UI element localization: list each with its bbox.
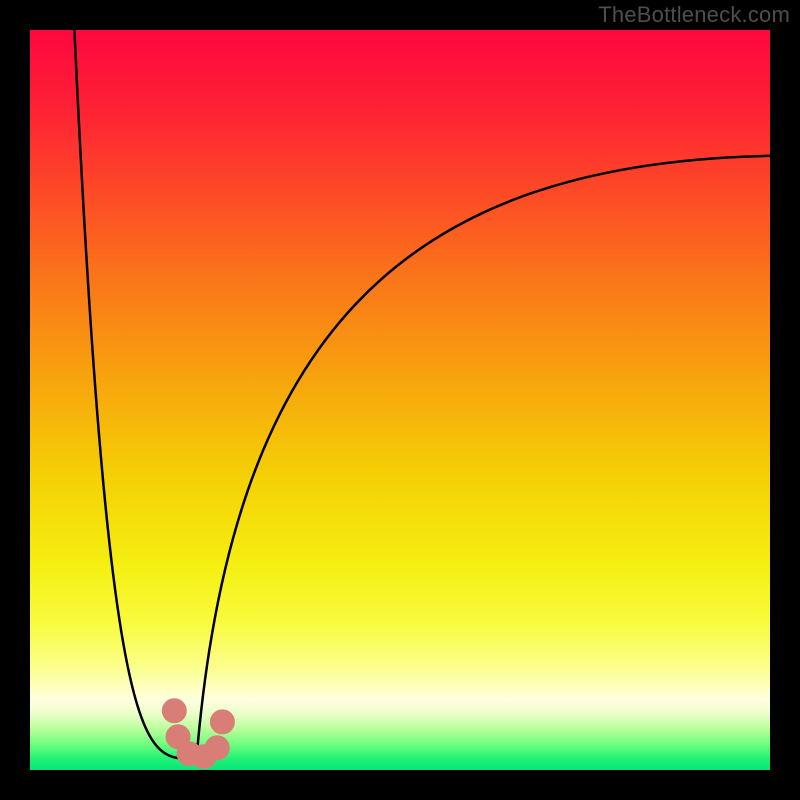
watermark-text: TheBottleneck.com <box>598 2 790 28</box>
plot-background <box>30 30 770 770</box>
marker-point <box>210 710 234 734</box>
chart-stage: TheBottleneck.com <box>0 0 800 800</box>
plot-area <box>30 30 770 770</box>
frame-right <box>770 0 800 800</box>
frame-bottom <box>0 770 800 800</box>
marker-point <box>162 699 186 723</box>
marker-point <box>205 736 229 760</box>
plot-svg <box>30 30 770 770</box>
frame-left <box>0 0 30 800</box>
